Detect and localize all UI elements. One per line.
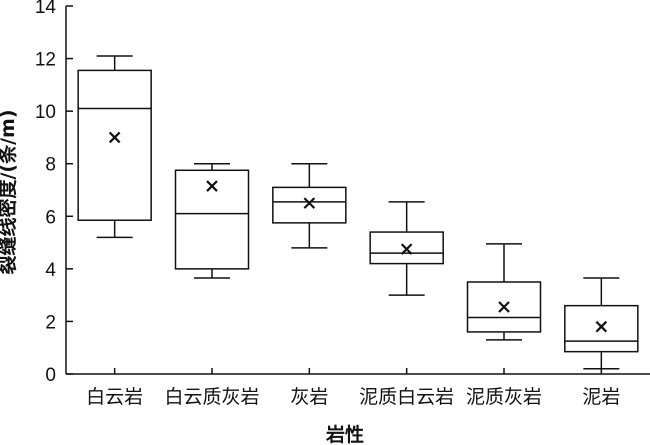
y-tick-label: 4	[45, 260, 56, 281]
y-tick-label: 2	[45, 312, 56, 333]
mean-cross-stroke	[498, 301, 510, 313]
y-tick-label: 12	[35, 50, 56, 71]
mean-marker	[595, 320, 608, 333]
y-axis-title: 裂缝线密度/(条/m)	[0, 109, 19, 274]
box-5	[564, 277, 639, 370]
mean-marker	[108, 131, 121, 144]
box-3	[369, 201, 444, 296]
mean-marker	[206, 180, 218, 192]
x-tick-label: 白云质灰岩	[164, 386, 259, 408]
mean-marker	[303, 197, 316, 209]
box-series	[77, 55, 639, 370]
y-tick-label: 0	[45, 365, 56, 386]
mean-cross-stroke	[400, 243, 413, 255]
y-axis: 0 2 4 6 8 10 12 14	[35, 0, 73, 386]
y-tick-label: 10	[35, 102, 56, 123]
x-tick-label: 泥岩	[582, 386, 620, 408]
y-tick-label: 14	[35, 0, 57, 18]
mean-marker	[400, 243, 413, 255]
y-tick-label: 6	[45, 207, 56, 228]
iqr-box	[564, 304, 639, 353]
y-tick-label: 8	[45, 155, 56, 176]
iqr-box	[77, 69, 152, 221]
mean-cross-stroke	[595, 320, 608, 333]
x-axis: 白云岩 白云质灰岩 灰岩 泥质白云岩 泥质灰岩 泥岩	[66, 368, 650, 408]
mean-cross-stroke	[303, 197, 316, 209]
box-4	[466, 243, 542, 341]
box-1	[174, 162, 250, 279]
x-tick-label: 泥质灰岩	[466, 386, 542, 408]
x-tick-label: 白云岩	[86, 386, 143, 408]
iqr-box	[272, 186, 347, 224]
x-axis-title: 岩性	[325, 423, 364, 445]
box-0	[77, 55, 152, 239]
box-2	[272, 162, 347, 249]
mean-marker	[498, 301, 510, 313]
mean-cross-stroke	[108, 131, 121, 144]
x-tick-label: 泥质白云岩	[359, 386, 454, 408]
x-tick-label: 灰岩	[290, 386, 328, 408]
mean-cross-stroke	[206, 180, 218, 192]
